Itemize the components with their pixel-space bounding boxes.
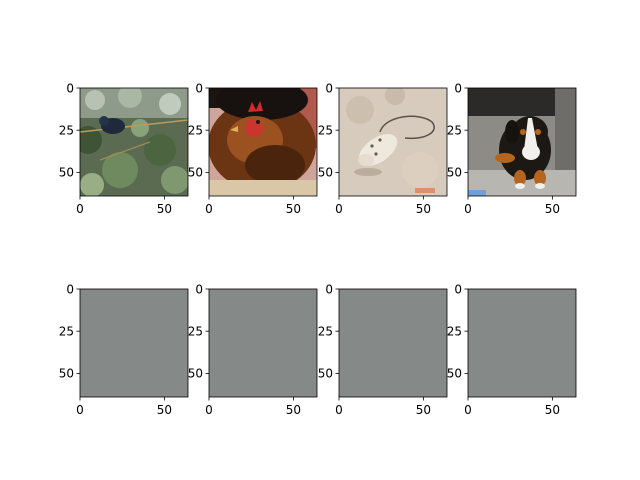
axes-frame	[338, 288, 448, 398]
axes-frame	[467, 87, 577, 197]
x-tick-label: 50	[416, 403, 431, 417]
y-tick-label: 0	[454, 282, 462, 296]
x-tick-label: 0	[464, 202, 472, 216]
y-tick-label: 0	[66, 81, 74, 95]
axes-frame	[208, 288, 318, 398]
panel-0-2: 0 50 0 25 50	[318, 81, 448, 216]
puppy-photo	[468, 88, 576, 196]
y-tick-label: 25	[447, 324, 462, 338]
x-tick-label: 50	[157, 202, 172, 216]
y-tick-label: 50	[59, 367, 74, 381]
hen-photo	[209, 88, 317, 196]
panel-1-2: 0 50 0 25 50	[318, 282, 448, 417]
y-tick-label: 0	[325, 282, 333, 296]
axes-frame	[79, 288, 189, 398]
x-tick-label: 50	[545, 202, 560, 216]
axes-frame	[79, 87, 189, 197]
y-tick-label: 25	[188, 123, 203, 137]
y-tick-label: 50	[59, 166, 74, 180]
y-tick-label: 0	[325, 81, 333, 95]
x-tick-label: 50	[157, 403, 172, 417]
panel-1-3: 0 50 0 25 50	[447, 282, 577, 417]
y-tick-label: 50	[188, 166, 203, 180]
y-tick-label: 50	[447, 367, 462, 381]
x-tick-label: 0	[205, 202, 213, 216]
axes-frame	[208, 87, 318, 197]
bird-photo	[80, 88, 188, 196]
y-tick-label: 25	[188, 324, 203, 338]
uniform-image	[339, 289, 447, 397]
toy-mouse-photo	[339, 88, 447, 196]
x-tick-label: 0	[464, 403, 472, 417]
y-tick-label: 50	[188, 367, 203, 381]
y-tick-label: 25	[318, 123, 333, 137]
y-tick-label: 0	[195, 282, 203, 296]
y-tick-label: 25	[318, 324, 333, 338]
y-tick-label: 25	[447, 123, 462, 137]
panel-1-1: 0 50 0 25 50	[188, 282, 318, 417]
x-tick-label: 0	[76, 403, 84, 417]
y-tick-label: 50	[318, 166, 333, 180]
axes-frame	[338, 87, 448, 197]
x-tick-label: 50	[286, 202, 301, 216]
x-tick-label: 0	[335, 403, 343, 417]
panel-1-0: 0 50 0 25 50	[59, 282, 189, 417]
x-tick-label: 50	[286, 403, 301, 417]
panel-0-3: 0 50 0 25 50	[447, 81, 577, 216]
y-tick-label: 25	[59, 123, 74, 137]
y-tick-label: 50	[447, 166, 462, 180]
axes-frame	[467, 288, 577, 398]
x-tick-label: 50	[545, 403, 560, 417]
y-tick-label: 0	[454, 81, 462, 95]
uniform-image	[80, 289, 188, 397]
y-tick-label: 25	[59, 324, 74, 338]
panel-0-1: 0 50 0 25 50	[188, 81, 318, 216]
panel-0-0: 0 50 0 25 50	[59, 81, 189, 216]
y-tick-label: 50	[318, 367, 333, 381]
y-tick-label: 0	[195, 81, 203, 95]
x-tick-label: 0	[76, 202, 84, 216]
x-tick-label: 50	[416, 202, 431, 216]
y-tick-label: 0	[66, 282, 74, 296]
x-tick-label: 0	[205, 403, 213, 417]
uniform-image	[209, 289, 317, 397]
x-tick-label: 0	[335, 202, 343, 216]
uniform-image	[468, 289, 576, 397]
